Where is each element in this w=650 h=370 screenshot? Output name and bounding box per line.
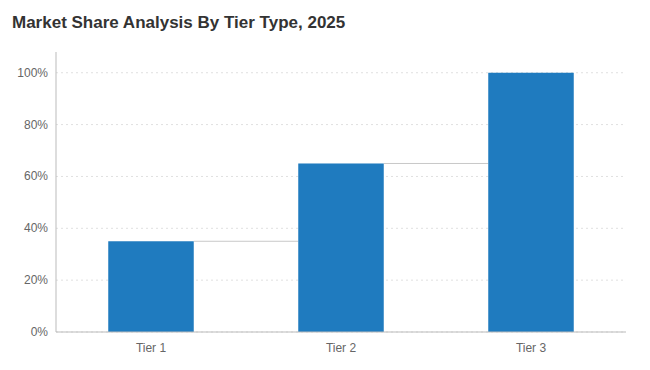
x-axis-line — [56, 332, 626, 333]
y-tick-label: 40% — [24, 221, 48, 235]
y-axis-line — [56, 52, 57, 332]
grid-line — [56, 332, 626, 333]
y-tick-label: 60% — [24, 169, 48, 183]
connector — [194, 241, 299, 242]
grid — [56, 73, 626, 332]
plot-area — [108, 73, 574, 332]
bar — [298, 163, 384, 332]
x-tick-label: Tier 2 — [326, 341, 357, 355]
bar — [488, 73, 574, 332]
y-tick-label: 80% — [24, 118, 48, 132]
title: Market Share Analysis By Tier Type, 2025 — [12, 13, 345, 32]
connector — [384, 163, 489, 164]
x-tick-label: Tier 3 — [516, 341, 547, 355]
bar — [108, 241, 194, 332]
y-tick-label: 20% — [24, 273, 48, 287]
x-tick-label: Tier 1 — [136, 341, 167, 355]
y-tick-label: 0% — [31, 325, 49, 339]
y-tick-label: 100% — [17, 66, 48, 80]
chart: Market Share Analysis By Tier Type, 2025… — [0, 0, 650, 370]
